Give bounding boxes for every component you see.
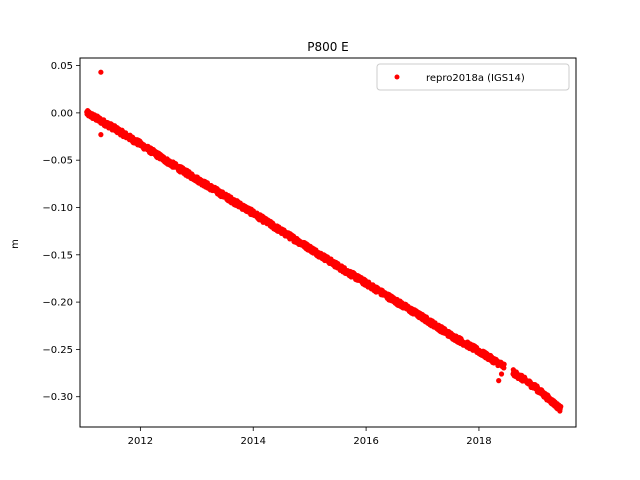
y-tick-label: −0.15	[42, 250, 73, 261]
x-tick-label: 2012	[128, 436, 153, 447]
outlier-point	[98, 69, 104, 75]
axis-ticks: 2012 2014 2016 2018 0.05 0.00 −0.05 −0.10 −0.15 −…	[42, 61, 491, 447]
y-tick-label: 0.05	[51, 61, 73, 72]
chart-title: P800 E	[307, 40, 349, 54]
y-tick-label: −0.20	[42, 298, 73, 309]
x-tick-label: 2014	[241, 436, 266, 447]
outlier-point	[498, 371, 505, 377]
outlier-point	[98, 132, 104, 138]
legend-label: repro2018a (IGS14)	[426, 73, 525, 84]
legend: repro2018a (IGS14)	[376, 63, 570, 91]
data-points	[84, 69, 564, 414]
y-tick-label: −0.30	[42, 392, 73, 403]
legend-marker	[394, 74, 400, 80]
y-axis-label: m	[10, 239, 21, 249]
x-tick-label: 2018	[466, 436, 491, 447]
y-tick-label: −0.05	[42, 156, 73, 167]
y-tick-label: −0.10	[42, 203, 73, 214]
y-tick-label: −0.25	[42, 345, 73, 356]
legend-box	[376, 63, 570, 91]
outlier-point	[496, 378, 502, 384]
x-tick-label: 2016	[353, 436, 378, 447]
y-tick-label: 0.00	[51, 108, 73, 119]
data-point	[501, 361, 507, 367]
plot-frame	[79, 57, 577, 428]
data-point	[558, 403, 564, 410]
